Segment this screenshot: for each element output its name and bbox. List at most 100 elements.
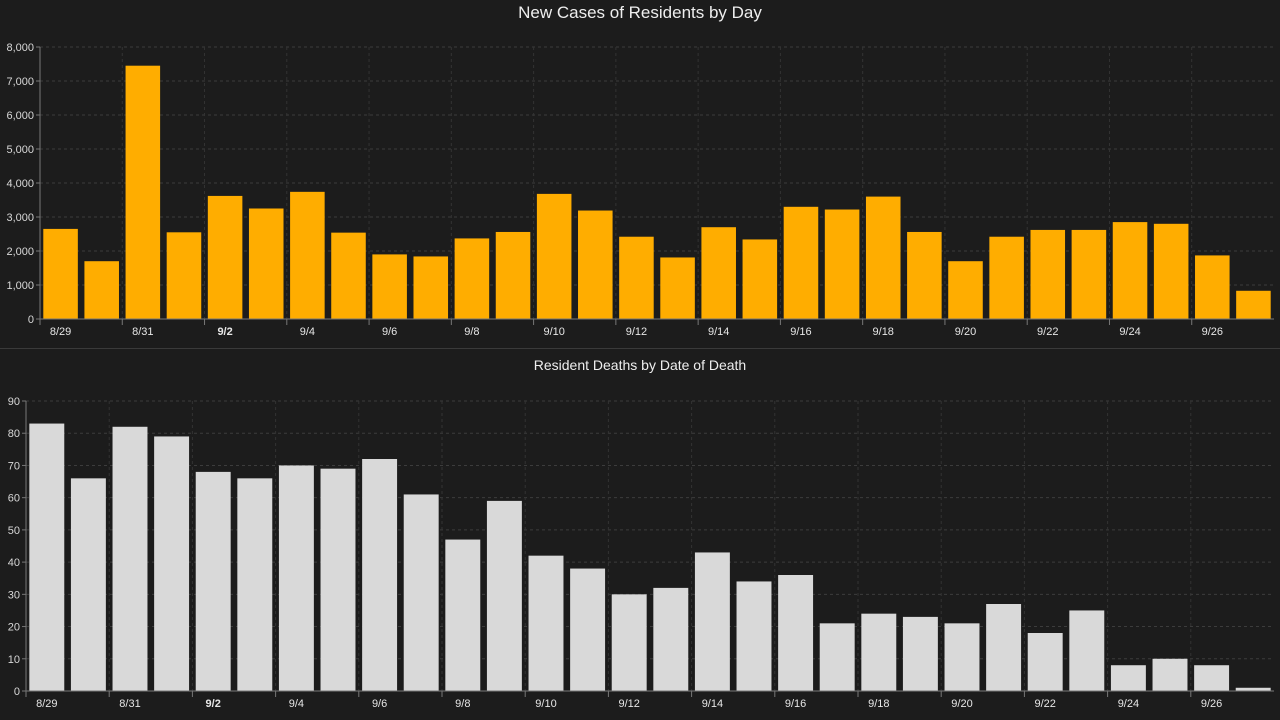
- x-tick-label: 9/16: [785, 698, 806, 710]
- bar[interactable]: [736, 581, 772, 691]
- bar[interactable]: [43, 228, 78, 319]
- bar[interactable]: [1235, 687, 1271, 691]
- bar[interactable]: [536, 193, 572, 319]
- y-tick-label: 70: [8, 460, 20, 472]
- x-tick-label: 9/14: [708, 326, 729, 338]
- y-tick-label: 2,000: [6, 246, 34, 258]
- x-tick-label: 9/20: [951, 698, 972, 710]
- new-cases-chart: New Cases of Residents by Day 0 1,000 2,00…: [0, 0, 1280, 348]
- bar[interactable]: [783, 206, 819, 319]
- bar[interactable]: [486, 500, 522, 691]
- y-tick-label: 0: [28, 314, 34, 326]
- bar[interactable]: [362, 459, 398, 691]
- bar[interactable]: [70, 478, 106, 691]
- y-tick-label: 80: [8, 428, 20, 440]
- bar[interactable]: [237, 478, 273, 691]
- x-tick-label: 9/4: [289, 698, 304, 710]
- bar[interactable]: [944, 623, 980, 691]
- bar[interactable]: [29, 423, 65, 691]
- bar[interactable]: [495, 231, 531, 319]
- bar[interactable]: [611, 594, 647, 691]
- x-tick-label: 9/10: [535, 698, 556, 710]
- y-tick-label: 4,000: [6, 178, 34, 190]
- bar[interactable]: [1194, 665, 1230, 691]
- bar[interactable]: [861, 613, 897, 691]
- bar[interactable]: [986, 604, 1022, 691]
- y-tick-label: 7,000: [6, 76, 34, 88]
- bar[interactable]: [166, 232, 202, 319]
- y-tick-label: 1,000: [6, 280, 34, 292]
- x-tick-label: 9/26: [1202, 326, 1223, 338]
- x-tick-label: 9/4: [300, 326, 315, 338]
- x-tick-label: 9/26: [1201, 698, 1222, 710]
- x-tick-label: 9/8: [455, 698, 470, 710]
- bar[interactable]: [290, 191, 325, 319]
- y-tick-label: 60: [8, 493, 20, 505]
- bar[interactable]: [660, 257, 695, 319]
- y-tick-label: 50: [8, 525, 20, 537]
- bar[interactable]: [413, 256, 449, 319]
- bar[interactable]: [578, 210, 613, 319]
- chart-title: New Cases of Residents by Day: [518, 3, 762, 22]
- bar[interactable]: [445, 539, 481, 691]
- bar[interactable]: [653, 587, 689, 691]
- x-tick-label: 9/12: [618, 698, 639, 710]
- chart-divider: [0, 348, 1280, 349]
- bar[interactable]: [320, 468, 356, 691]
- bar[interactable]: [1030, 229, 1066, 319]
- bar[interactable]: [454, 238, 490, 319]
- x-tick-label: 9/18: [868, 698, 889, 710]
- bar[interactable]: [742, 239, 778, 319]
- bar[interactable]: [1027, 633, 1063, 691]
- bar[interactable]: [1112, 222, 1148, 319]
- bar[interactable]: [195, 471, 231, 691]
- bar[interactable]: [865, 196, 901, 319]
- bar[interactable]: [570, 568, 606, 691]
- bar[interactable]: [948, 261, 983, 319]
- x-tick-label: 9/16: [790, 326, 811, 338]
- x-tick-label: 9/22: [1037, 326, 1058, 338]
- bar[interactable]: [1069, 610, 1105, 691]
- bar[interactable]: [989, 236, 1024, 319]
- y-tick-label: 8,000: [6, 42, 34, 54]
- bar[interactable]: [528, 555, 564, 691]
- bar[interactable]: [154, 436, 190, 691]
- bar[interactable]: [207, 195, 243, 319]
- x-tick-label: 9/8: [464, 326, 479, 338]
- bar[interactable]: [1110, 665, 1146, 691]
- bar[interactable]: [902, 616, 938, 691]
- y-tick-label: 0: [14, 686, 20, 698]
- bar[interactable]: [1152, 658, 1188, 691]
- bar[interactable]: [112, 426, 148, 691]
- deaths-plot: 0 10 20 30 40 50 60 70 80 90 8/29 8/31 9/2 9/4 9/6 9/8 9…: [8, 396, 1274, 710]
- bar[interactable]: [331, 232, 366, 319]
- x-tick-label: 8/31: [119, 698, 140, 710]
- bar[interactable]: [619, 236, 654, 319]
- bar[interactable]: [819, 623, 855, 691]
- bar[interactable]: [701, 227, 736, 319]
- bar[interactable]: [1195, 255, 1230, 319]
- x-tick-label: 9/20: [955, 326, 976, 338]
- deaths-chart: Resident Deaths by Date of Death 0 10 20 30…: [0, 350, 1280, 720]
- bar[interactable]: [778, 575, 814, 691]
- bar[interactable]: [125, 65, 161, 319]
- bar[interactable]: [403, 494, 439, 691]
- bar[interactable]: [372, 254, 407, 319]
- bar[interactable]: [907, 231, 942, 319]
- x-tick-label: 9/6: [382, 326, 397, 338]
- bar[interactable]: [694, 552, 730, 691]
- x-tick-label: 9/6: [372, 698, 387, 710]
- bar[interactable]: [1153, 223, 1189, 319]
- y-tick-label: 3,000: [6, 212, 34, 224]
- bar[interactable]: [824, 209, 860, 319]
- bar[interactable]: [1236, 290, 1271, 319]
- x-tick-label: 9/14: [702, 698, 723, 710]
- y-tick-label: 5,000: [6, 144, 34, 156]
- bar[interactable]: [278, 465, 314, 691]
- bar[interactable]: [84, 261, 119, 319]
- bar[interactable]: [248, 208, 284, 320]
- x-tick-label: 8/29: [50, 326, 71, 338]
- x-tick-label: 9/24: [1119, 326, 1140, 338]
- bar[interactable]: [1071, 229, 1107, 319]
- x-tick-label: 9/10: [543, 326, 564, 338]
